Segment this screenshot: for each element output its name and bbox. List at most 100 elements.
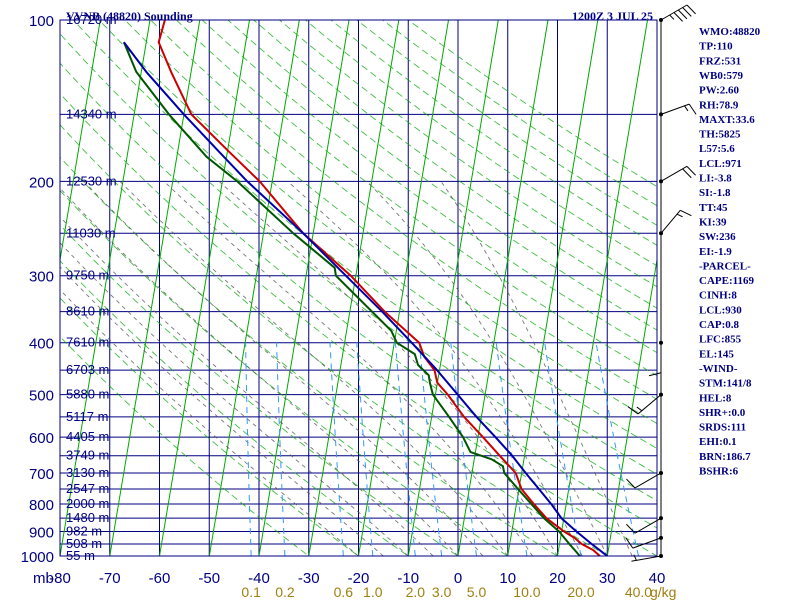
height-label: 6703 m: [66, 362, 109, 377]
mb-axis-label: mb: [33, 570, 54, 587]
index-entry: KI:39: [699, 216, 727, 228]
index-entry: -WIND-: [699, 363, 738, 375]
pressure-label: 1000: [21, 549, 54, 566]
temperature-tick-label: -40: [248, 570, 270, 587]
mixing-ratio-line: [394, 342, 416, 556]
skewed-isotherm: [258, 20, 350, 556]
height-label: 7610 m: [66, 335, 109, 350]
index-entry: CAP:0.8: [699, 319, 740, 331]
temperature-tick-label: -30: [298, 570, 320, 587]
indices-panel: WMO:48820 TP:110 FRZ:531 WB0:579 PW:2.60 RH:7…: [699, 26, 761, 478]
moist-adiabat: [60, 242, 409, 556]
wind-barb: [631, 554, 663, 562]
skewed-isotherm: [308, 20, 400, 556]
skewed-isotherm: [208, 20, 300, 556]
index-entry: SI:-1.8: [699, 187, 731, 199]
wind-barb-flag: [682, 7, 692, 17]
index-entry: -PARCEL-: [699, 260, 751, 272]
height-label: 3130 m: [66, 465, 109, 480]
height-label: 8610 m: [66, 304, 109, 319]
moist-adiabat: [163, 181, 533, 556]
pressure-label: 300: [29, 269, 54, 286]
mixing-ratio-label: 40.0: [625, 584, 652, 600]
dry-adiabat: [60, 62, 657, 529]
wind-barb: [659, 103, 697, 117]
mixing-ratio-line: [356, 342, 374, 556]
wind-barb-shaft: [634, 517, 662, 534]
temperature-tick-label: 0: [454, 570, 462, 587]
mixing-ratio-line: [495, 342, 528, 556]
mixing-ratio-line: [276, 342, 286, 556]
chart-title: VVNB (48820) Sounding: [66, 9, 193, 23]
index-entry: BSHR:6: [699, 466, 739, 478]
index-entry: RH:78.9: [699, 99, 739, 111]
index-entry: BRN:186.7: [699, 451, 751, 463]
index-entry: TH:5825: [699, 129, 741, 141]
wind-barb: [627, 392, 663, 415]
index-entry: EI:-1.9: [699, 246, 732, 258]
dry-adiabat: [60, 92, 657, 556]
skewed-isotherm: [358, 20, 449, 556]
index-entry: HEL:8: [699, 392, 732, 404]
wind-barb-shaft: [631, 555, 662, 562]
mixing-ratio-label: 1.0: [363, 584, 383, 600]
parcel-profile: [123, 41, 608, 556]
wind-barb: [625, 535, 663, 549]
index-entry: LCL:971: [699, 158, 742, 170]
index-entry: CAPE:1169: [699, 275, 755, 287]
skewed-isotherm: [606, 256, 657, 556]
moist-adiabat: [60, 288, 359, 556]
index-entry: MAXT:33.6: [699, 114, 755, 126]
mixing-ratio-label: 3.0: [432, 584, 452, 600]
index-entry: PW:2.60: [699, 85, 740, 97]
index-entry: SHR+:0.0: [699, 407, 746, 419]
wind-barb-flag: [626, 478, 636, 489]
mixing-ratio-label: 10.0: [513, 584, 540, 600]
wind-barb-shaft: [634, 472, 662, 489]
wind-barb-half-flag: [684, 105, 689, 112]
dry-adiabat: [124, 20, 657, 425]
sounding-profiles: [122, 20, 608, 556]
temperature-tick-label: 40: [649, 570, 666, 587]
height-label: 2547 m: [66, 481, 109, 496]
moist-adiabat: [218, 181, 558, 556]
temperature-tick-label: -50: [198, 570, 220, 587]
plot-frame: [59, 19, 658, 557]
pressure-label: 200: [29, 174, 54, 191]
moist-adiabat: [60, 266, 384, 556]
chart-time: 1200Z 3 JUL 25: [572, 9, 653, 23]
temperature-tick-label: -70: [99, 570, 121, 587]
pressure-label: 700: [29, 466, 54, 483]
temperature-tick-label: -80: [49, 570, 71, 587]
height-label: 3749 m: [66, 448, 109, 463]
pressure-label: 800: [29, 497, 54, 514]
temperature-tick-label: 10: [499, 570, 516, 587]
mixing-ratio-line: [450, 342, 477, 556]
skewed-isotherm: [159, 20, 250, 556]
wind-barb-flag: [682, 168, 692, 179]
dry-adiabat: [60, 335, 310, 556]
wind-barb: [626, 470, 663, 489]
wind-barb-flag: [625, 537, 634, 549]
pressure-label: 600: [29, 430, 54, 447]
pressure-label: 900: [29, 524, 54, 541]
height-label: 16720 m: [66, 12, 117, 27]
mixing-ratio-unit: g/kg: [650, 584, 676, 600]
wind-barb: [648, 340, 663, 377]
pressure-label: 500: [29, 388, 54, 405]
wind-barb-half-flag: [636, 406, 643, 412]
height-label: 11030 m: [66, 225, 116, 240]
index-entry: SW:236: [699, 231, 736, 243]
index-entry: LFC:855: [699, 334, 742, 346]
temperature-tick-label: -10: [397, 570, 419, 587]
mixing-ratio-label: 20.0: [567, 584, 594, 600]
dry-adiabat: [60, 124, 609, 556]
height-label: 5117 m: [66, 409, 108, 424]
wind-barb: [659, 209, 692, 236]
dry-adiabat: [227, 20, 657, 331]
temperature-tick-label: -20: [348, 570, 370, 587]
index-entry: EHI:0.1: [699, 436, 737, 448]
height-label: 1480 m: [66, 510, 109, 525]
wind-barbs: [625, 4, 697, 562]
